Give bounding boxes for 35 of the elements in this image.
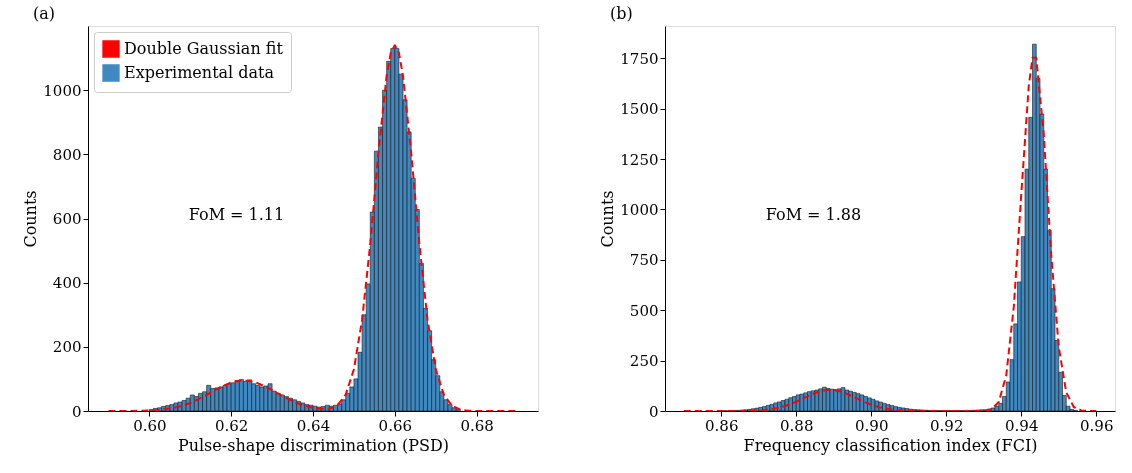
x-tick-label: 0.62	[214, 416, 249, 435]
legend-label: Experimental data	[124, 63, 275, 82]
chart-title: (a)	[33, 4, 56, 23]
y-tick-label: 750	[629, 251, 659, 270]
x-tick-label: 0.88	[780, 416, 814, 435]
y-axis-title: Counts	[598, 190, 618, 248]
legend-label: Double Gaussian fit	[124, 39, 284, 58]
x-axis-title: Pulse-shape discrimination (PSD)	[177, 435, 450, 455]
y-tick-label: 600	[52, 210, 82, 228]
y-tick-label: 200	[52, 338, 82, 357]
x-tick-label: 0.92	[930, 416, 964, 435]
y-tick-label: 0	[648, 402, 659, 421]
x-axis-title: Frequency classification index (FCI)	[743, 435, 1038, 455]
y-tick-label: 1000	[620, 200, 659, 219]
y-tick-label: 800	[52, 145, 82, 164]
x-tick-label: 0.96	[1080, 416, 1114, 435]
annotation: FoM = 1.11	[188, 204, 285, 224]
x-tick-label: 0.68	[460, 416, 494, 435]
x-tick-label: 0.60	[133, 416, 167, 435]
y-tick-label: 1250	[620, 150, 659, 169]
annotation: FoM = 1.88	[765, 204, 862, 224]
x-tick-label: 0.86	[705, 416, 739, 435]
chart-title: (b)	[610, 4, 633, 23]
y-tick-label: 500	[629, 301, 659, 320]
y-axis-title: Counts	[21, 190, 41, 248]
y-tick-label: 1750	[620, 49, 659, 68]
y-tick-label: 400	[52, 274, 82, 293]
y-tick-label: 1500	[620, 100, 659, 119]
y-tick-label: 0	[71, 402, 82, 421]
x-tick-label: 0.66	[378, 416, 413, 435]
y-tick-label: 1000	[43, 81, 82, 100]
x-tick-label: 0.64	[296, 416, 331, 435]
y-tick-label: 250	[629, 352, 659, 371]
x-tick-label: 0.90	[855, 416, 889, 435]
x-tick-label: 0.94	[1005, 416, 1039, 435]
